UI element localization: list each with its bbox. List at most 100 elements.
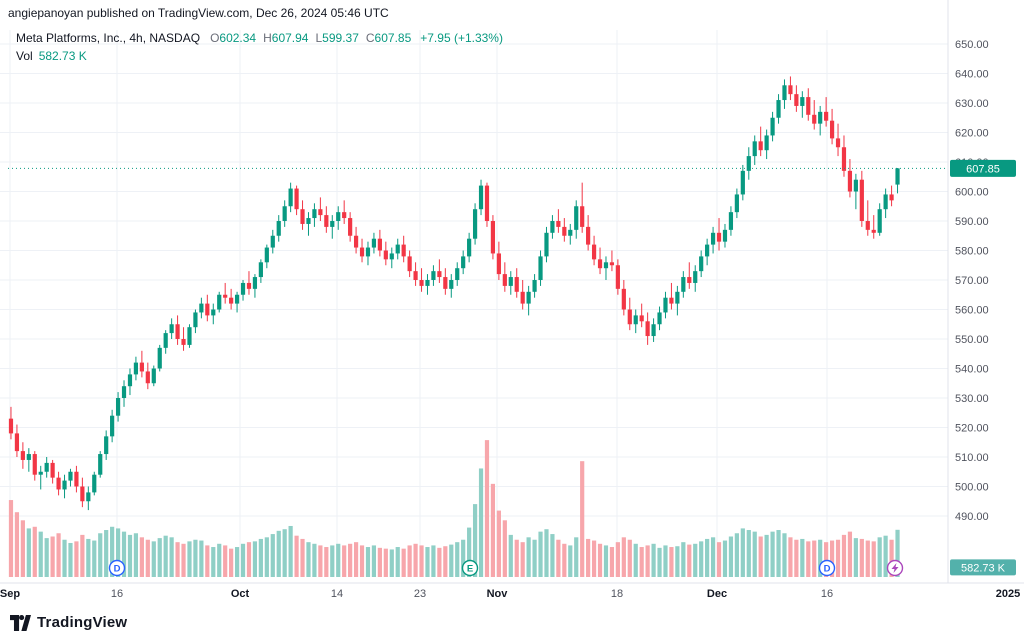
time-axis-label: 16 [111,588,123,600]
volume-bar [80,534,85,577]
candle-body [663,297,668,313]
candle-body [705,244,710,257]
candle-body [800,97,805,106]
price-axis-label: 590.00 [955,216,989,228]
dividend-marker[interactable]: D [108,559,126,577]
ohlc-high: H607.94 [263,31,308,45]
volume-bar [377,547,382,577]
tradingview-logo[interactable]: TradingView [10,614,127,631]
candle-body [693,271,698,283]
tradingview-logo-icon [10,614,31,631]
price-axis-label: 580.00 [955,246,989,258]
volume-legend: Vol 582.73 K [16,49,87,63]
open-label: O [210,31,220,45]
volume-bar [121,531,127,577]
candle-body [645,321,650,337]
price-axis[interactable]: 650.00640.00630.00620.00610.00600.00590.… [955,39,989,523]
volume-bar [443,546,448,577]
volume-bar [252,541,258,577]
volume-bar [740,528,745,577]
volume-bar [98,533,103,577]
volume-bar [663,545,668,577]
volume-bar [478,468,484,577]
time-axis[interactable]: Sep 16 Oct 14 23 Nov 18 Dec 16 2025 [0,588,1020,600]
volume-bar [889,539,894,577]
candle-body [675,291,680,304]
dividend-marker[interactable]: D [818,559,836,577]
volume-bar [502,520,507,577]
candle-body [556,221,561,227]
volume-bar [205,545,210,577]
candle-body [752,141,757,157]
volume-bar [431,545,436,577]
candle-body [26,454,31,460]
volume-bar [657,547,662,577]
candle-body [514,277,519,292]
candle-body [586,226,591,245]
candle-body [157,347,162,369]
volume-bar [770,531,775,577]
candle-body [841,147,847,171]
volume-bar [324,547,329,577]
candle-body [532,280,537,292]
volume-bar [110,526,115,577]
candle-body [740,170,745,195]
candle-body [240,282,246,295]
candle-body [639,315,644,322]
volume-bar [407,545,412,577]
candle-body [455,268,460,280]
price-axis-label: 530.00 [955,393,989,405]
candle-body [467,238,472,257]
symbol-title[interactable]: Meta Platforms, Inc., 4h, NASDAQ [16,31,201,45]
candle-body [437,271,442,278]
time-axis-label: Oct [231,588,250,600]
earnings-marker[interactable]: E [461,559,479,577]
candle-body [318,209,323,216]
candle-body [425,280,430,286]
chart-plot-area[interactable]: 650.00640.00630.00620.00610.00600.00590.… [0,0,1024,610]
volume-bar [877,537,882,577]
time-axis-label: 14 [331,588,343,600]
volume-bar [62,539,67,577]
candle-body [306,218,311,224]
candle-body [889,194,894,201]
candle-body [110,415,115,437]
flash-marker[interactable] [886,559,904,577]
price-axis-label: 570.00 [955,275,989,287]
volume-bar [853,538,858,577]
price-axis-label: 630.00 [955,98,989,110]
volume-bar [568,545,573,577]
candle-body [50,462,55,478]
candle-body [181,339,186,345]
volume-bar [383,548,388,577]
volume-value: 582.73 K [38,49,87,63]
candle-body [401,244,406,257]
volume-bar [806,541,811,577]
candle-body [502,274,507,286]
candle-body [806,97,811,115]
candle-body [205,303,210,316]
volume-bar [496,510,501,577]
price-axis-label: 550.00 [955,334,989,346]
volume-bar [508,534,513,577]
volume-bar [294,535,299,577]
volume-bar [651,543,656,577]
candle-body [484,185,490,221]
candle-body [86,492,91,502]
candle-body [508,277,513,286]
volume-bar [419,545,424,577]
volume-bar [687,544,692,577]
time-axis-label: 2025 [996,588,1020,600]
volume-bar [764,534,769,577]
volume-bar [580,461,585,577]
candle-body [32,454,37,475]
candle-body [609,262,615,266]
candle-body [353,235,359,248]
volume-bar [455,542,460,577]
volume-bar [38,531,43,577]
candle-body [324,215,329,227]
volume-bar [270,534,275,577]
volume-bar [175,542,180,577]
volume-bar [276,530,281,577]
volume-bar [312,543,317,577]
